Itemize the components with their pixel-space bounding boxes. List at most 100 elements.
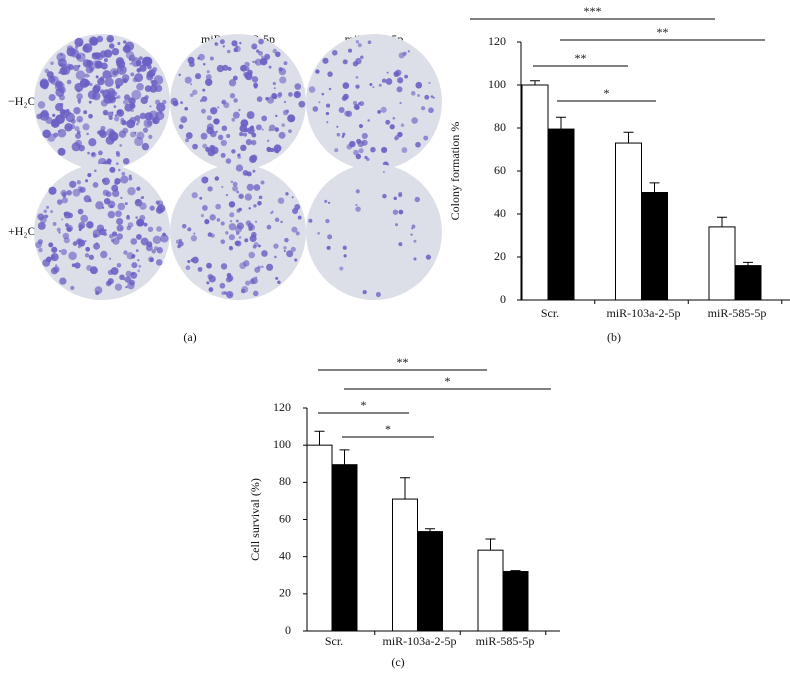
colony [252,290,259,297]
colony [256,96,263,102]
colony [66,47,76,57]
colony [324,199,328,203]
colony [239,262,247,270]
colony [74,82,84,92]
colony [392,209,399,215]
colony [235,240,242,247]
colony [76,180,82,185]
colony [37,101,46,109]
colony [219,282,226,289]
colony [152,235,162,245]
colony [339,266,344,271]
colony [48,186,57,195]
colony [355,206,361,212]
colony [122,44,131,53]
colony [235,219,239,223]
bar [417,531,443,632]
colony [247,69,253,76]
colony [60,189,68,197]
colony [232,111,240,119]
colony [225,231,229,235]
colony [228,234,235,241]
colony [228,79,237,87]
bar [502,571,529,632]
colony [94,169,97,172]
colony [184,106,189,111]
colony [109,166,116,173]
colony [209,214,216,221]
row-label: +H₂O₂ [8,224,40,238]
colony [95,291,100,296]
colony [210,107,218,115]
colony [229,93,236,99]
colony [360,55,364,59]
colony [266,139,270,143]
colony [227,275,234,282]
colony [102,177,110,186]
colony [201,95,208,102]
colony [123,250,128,255]
colony [127,222,134,228]
colony [389,124,395,130]
colony [87,173,92,178]
colony [139,112,147,120]
colony [50,61,54,66]
colony [64,123,73,132]
colony [294,258,298,262]
colony [396,86,403,93]
colony [244,193,252,201]
colony [342,82,350,89]
colony [104,77,114,87]
bar [306,444,333,632]
colony [411,117,418,124]
colony [349,140,356,148]
colony [68,251,77,261]
colony [129,62,132,65]
error-bar [530,80,540,85]
colony [117,202,126,211]
colony [156,259,163,266]
colony [57,147,66,156]
colony [295,92,299,96]
colony [369,83,373,87]
colony [231,149,236,154]
colony [254,220,258,224]
colony [398,193,403,198]
colony [88,254,95,260]
colony [118,130,127,138]
colony [334,148,339,153]
colony [78,119,81,122]
colony [78,224,84,230]
colony [184,138,190,143]
colony [202,205,208,211]
colony [194,73,202,80]
colony [266,263,274,271]
colony [297,215,302,220]
colony [99,130,107,139]
colony [250,139,257,146]
colony [250,154,258,162]
colony [116,233,123,240]
colony [287,114,296,123]
colony [110,89,115,94]
colony [78,101,81,105]
colony [206,115,212,121]
colony [277,92,283,97]
colony [221,101,224,104]
colony [86,132,89,136]
colony [126,215,130,220]
colony [343,254,347,258]
colony [123,94,131,101]
colony [131,89,142,100]
colony [216,64,225,73]
colony [248,251,256,259]
colony [95,201,104,210]
colony [273,243,279,249]
colony [272,48,277,54]
colony [178,238,183,242]
colony [160,234,169,243]
colony [232,181,238,187]
colony [407,50,411,53]
colony [76,238,83,244]
y-tick-label: 100 [488,77,506,91]
